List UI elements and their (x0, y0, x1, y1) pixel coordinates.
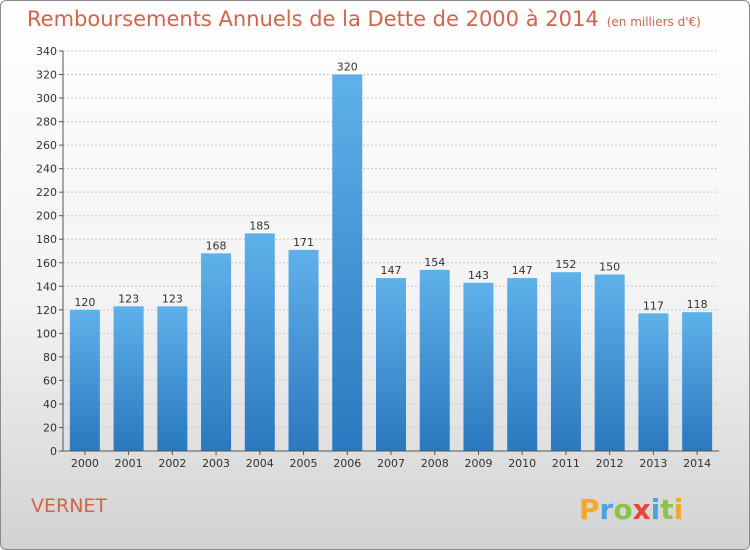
x-tick-label: 2003 (202, 457, 230, 470)
x-tick-label: 2013 (639, 457, 667, 470)
bar-2002 (157, 306, 188, 451)
y-tick-label: 160 (36, 257, 57, 270)
commune-name: VERNET (31, 495, 108, 517)
bar-2006 (332, 74, 363, 451)
bar-2005 (288, 249, 319, 451)
y-tick-label: 80 (43, 351, 57, 364)
x-tick-label: 2004 (246, 457, 274, 470)
y-tick-label: 200 (36, 210, 57, 223)
y-tick-label: 20 (43, 421, 57, 434)
bar-2007 (376, 278, 406, 451)
x-tick-label: 2002 (158, 457, 186, 470)
bar-2012 (594, 274, 625, 451)
x-axis: 2000 2001 2002 2003 2004 2005 2006 2007 2008 2009… (63, 450, 719, 470)
chart-title-text: Remboursements Annuels de la Dette de 20… (27, 7, 599, 31)
bar-value-label: 117 (643, 299, 664, 312)
y-tick-label: 220 (36, 186, 57, 199)
x-tick-label: 2008 (421, 457, 449, 470)
x-tick-label: 2009 (464, 457, 492, 470)
bar-2008 (419, 269, 450, 451)
y-tick-label: 340 (36, 45, 57, 58)
bar-2013 (638, 313, 669, 451)
bar-value-label: 120 (74, 296, 95, 309)
bar-value-label: 150 (599, 261, 620, 274)
chart-unit: (en milliers d'€) (606, 15, 701, 29)
bar-value-label: 154 (424, 256, 445, 269)
bar-2014 (682, 312, 713, 451)
y-tick-label: 320 (36, 69, 57, 82)
x-tick-label: 2007 (377, 457, 405, 470)
y-tick-label: 0 (50, 445, 57, 458)
x-tick-label: 2000 (71, 457, 99, 470)
bar-2011 (550, 272, 581, 451)
x-tick-label: 2012 (596, 457, 624, 470)
bar-value-label: 152 (555, 258, 576, 271)
bar-2004 (244, 233, 275, 451)
bar-value-label: 118 (687, 298, 708, 311)
bar-2000 (69, 309, 100, 451)
svg-text:Proxiti: Proxiti (579, 493, 683, 526)
proxiti-logo: Proxiti (579, 493, 683, 526)
bars: 120 123 123 168 185 171 320 147 154 143 147 152 150 1… (69, 61, 713, 451)
bar-value-label: 185 (249, 219, 270, 232)
x-tick-label: 2014 (683, 457, 711, 470)
chart-title: Remboursements Annuels de la Dette de 20… (27, 7, 701, 31)
y-tick-label: 60 (43, 374, 57, 387)
y-tick-label: 100 (36, 327, 57, 340)
y-tick-label: 260 (36, 139, 57, 152)
x-tick-label: 2005 (290, 457, 318, 470)
bar-2003 (201, 253, 232, 451)
y-tick-label: 120 (36, 304, 57, 317)
y-tick-label: 40 (43, 398, 57, 411)
bar-value-label: 123 (162, 292, 183, 305)
x-tick-label: 2010 (508, 457, 536, 470)
bar-value-label: 171 (293, 236, 314, 249)
x-tick-label: 2006 (333, 457, 361, 470)
y-tick-label: 280 (36, 116, 57, 129)
bar-value-label: 168 (206, 239, 227, 252)
y-tick-label: 180 (36, 233, 57, 246)
bar-value-label: 143 (468, 269, 489, 282)
y-tick-label: 140 (36, 280, 57, 293)
bar-2009 (463, 282, 494, 451)
bar-value-label: 147 (512, 264, 533, 277)
y-tick-label: 240 (36, 163, 57, 176)
bar-2010 (507, 278, 538, 451)
bar-2001 (113, 306, 144, 451)
y-axis: 0 20 40 60 80 100 120 140 160 180 200 220 240 260 280 3… (36, 45, 64, 458)
bar-value-label: 123 (118, 292, 139, 305)
bar-value-label: 147 (381, 264, 402, 277)
x-tick-label: 2011 (552, 457, 580, 470)
y-tick-label: 300 (36, 92, 57, 105)
x-tick-label: 2001 (115, 457, 143, 470)
bar-value-label: 320 (337, 61, 358, 74)
